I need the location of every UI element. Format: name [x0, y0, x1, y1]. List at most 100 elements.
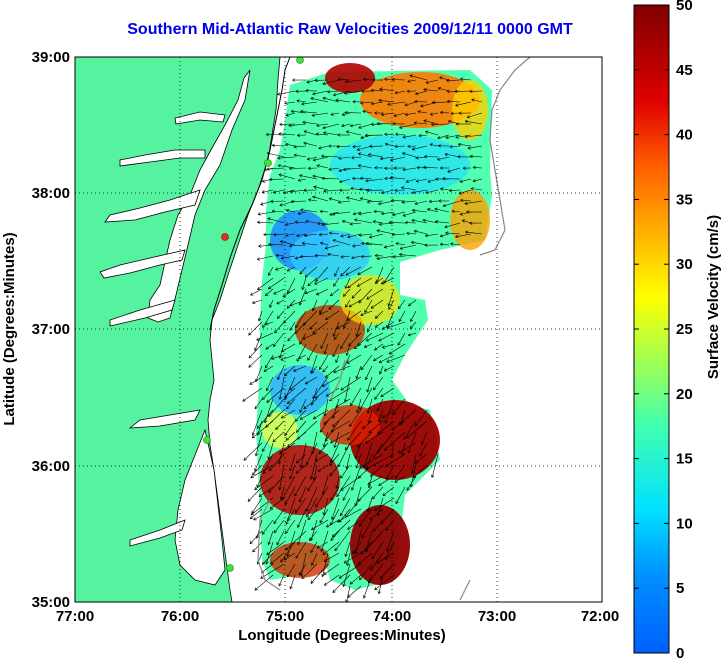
velocity-arrow: [346, 343, 351, 356]
velocity-arrow: [294, 475, 307, 497]
velocity-arrow: [437, 134, 450, 139]
velocity-arrow: [278, 133, 296, 136]
velocity-arrow: [243, 442, 263, 461]
velocity-arrow: [353, 343, 362, 349]
velocity-arrow: [333, 365, 351, 373]
velocity-arrow: [361, 519, 373, 538]
velocity-arrow: [316, 288, 329, 296]
velocity-arrow: [299, 409, 318, 420]
velocity-arrow: [268, 530, 274, 545]
velocity-arrow: [304, 233, 318, 236]
velocity-arrow: [335, 354, 340, 363]
velocity-arrow: [329, 232, 340, 235]
velocity-arrow: [268, 475, 285, 494]
velocity-arrow: [360, 101, 373, 104]
velocity-arrow: [414, 200, 428, 205]
velocity-arrow: [289, 321, 296, 331]
velocity-arrow: [312, 376, 329, 399]
velocity-arrow: [330, 112, 340, 115]
velocity-arrow: [287, 332, 296, 342]
velocity-arrow: [340, 376, 362, 391]
velocity-arrow: [338, 200, 351, 203]
velocity-arrow: [366, 376, 373, 393]
velocity-arrow: [374, 497, 395, 511]
velocity-arrow: [295, 453, 307, 464]
velocity-arrow: [442, 200, 461, 207]
velocity-arrow: [404, 101, 417, 106]
velocity-arrow: [448, 120, 461, 125]
velocity-arrow: [447, 90, 461, 92]
velocity-arrow: [303, 142, 318, 147]
velocity-arrow: [298, 354, 307, 359]
velocity-arrow: [277, 365, 285, 380]
velocity-arrow: [265, 321, 274, 325]
velocity-arrow: [392, 211, 406, 216]
velocity-arrow: [307, 508, 318, 520]
velocity-arrow: [330, 530, 340, 541]
velocity-arrow: [254, 475, 274, 491]
velocity-arrow: [365, 178, 384, 182]
velocity-arrow: [464, 134, 483, 138]
velocity-arrow: [265, 343, 274, 350]
velocity-arrow: [377, 420, 395, 435]
velocity-arrow: [300, 552, 307, 577]
velocity-arrow: [450, 112, 461, 114]
velocity-arrow: [258, 310, 263, 322]
velocity-arrow: [302, 242, 318, 246]
velocity-arrow: [391, 200, 406, 202]
pamlico-sound: [174, 428, 226, 586]
velocity-arrow: [332, 239, 351, 246]
velocity-arrow: [385, 519, 395, 531]
velocity-arrow: [308, 199, 318, 202]
velocity-arrow: [350, 187, 362, 191]
velocity-arrow: [316, 133, 329, 136]
velocity-arrow: [340, 266, 351, 277]
velocity-arrow: [329, 198, 340, 202]
velocity-arrow: [374, 574, 395, 591]
velocity-arrow: [263, 233, 274, 235]
velocity-arrow: [319, 299, 329, 314]
velocity-arrow: [384, 365, 395, 372]
velocity-arrow: [310, 541, 318, 553]
velocity-arrow: [262, 387, 274, 400]
velocity-arrow: [344, 90, 362, 94]
velocity-arrow: [298, 178, 307, 181]
velocity-arrow: [277, 90, 296, 95]
velocity-arrow: [280, 354, 296, 361]
velocity-arrow: [256, 409, 274, 429]
velocity-arrow: [248, 354, 263, 368]
velocity-arrow: [305, 376, 318, 385]
radar-station: [296, 57, 304, 64]
velocity-arrow: [330, 508, 340, 526]
velocity-arrow: [312, 321, 329, 334]
velocity-arrow: [330, 431, 351, 444]
velocity-arrow: [315, 486, 329, 508]
velocity-arrow: [384, 133, 395, 136]
velocity-arrow: [352, 541, 362, 554]
velocity-arrow: [289, 376, 307, 391]
x-tick-label: 73:00: [478, 608, 516, 625]
velocity-arrow: [347, 420, 362, 441]
velocity-arrow: [359, 188, 373, 191]
velocity-arrow: [449, 145, 461, 148]
velocity-arrow: [280, 255, 296, 259]
velocity-arrow: [356, 398, 362, 414]
velocity-arrow: [272, 145, 285, 147]
velocity-arrow: [422, 219, 439, 224]
velocity-arrow: [410, 310, 417, 322]
velocity-arrow: [293, 365, 307, 372]
velocity-arrow: [347, 519, 362, 530]
velocity-arrow: [472, 167, 483, 169]
velocity-arrow: [459, 189, 472, 194]
velocity-arrow: [290, 200, 307, 202]
velocity-arrow: [423, 120, 439, 125]
velocity-arrow: [370, 464, 384, 477]
velocity-arrow: [288, 123, 307, 126]
velocity-arrow: [378, 409, 384, 423]
colorbar-tick-label: 10: [676, 515, 693, 532]
velocity-arrow: [382, 486, 395, 496]
velocity-arrow: [343, 288, 351, 297]
velocity-arrow: [358, 211, 373, 215]
velocity-arrow: [437, 156, 450, 160]
velocity-arrow: [336, 145, 351, 148]
